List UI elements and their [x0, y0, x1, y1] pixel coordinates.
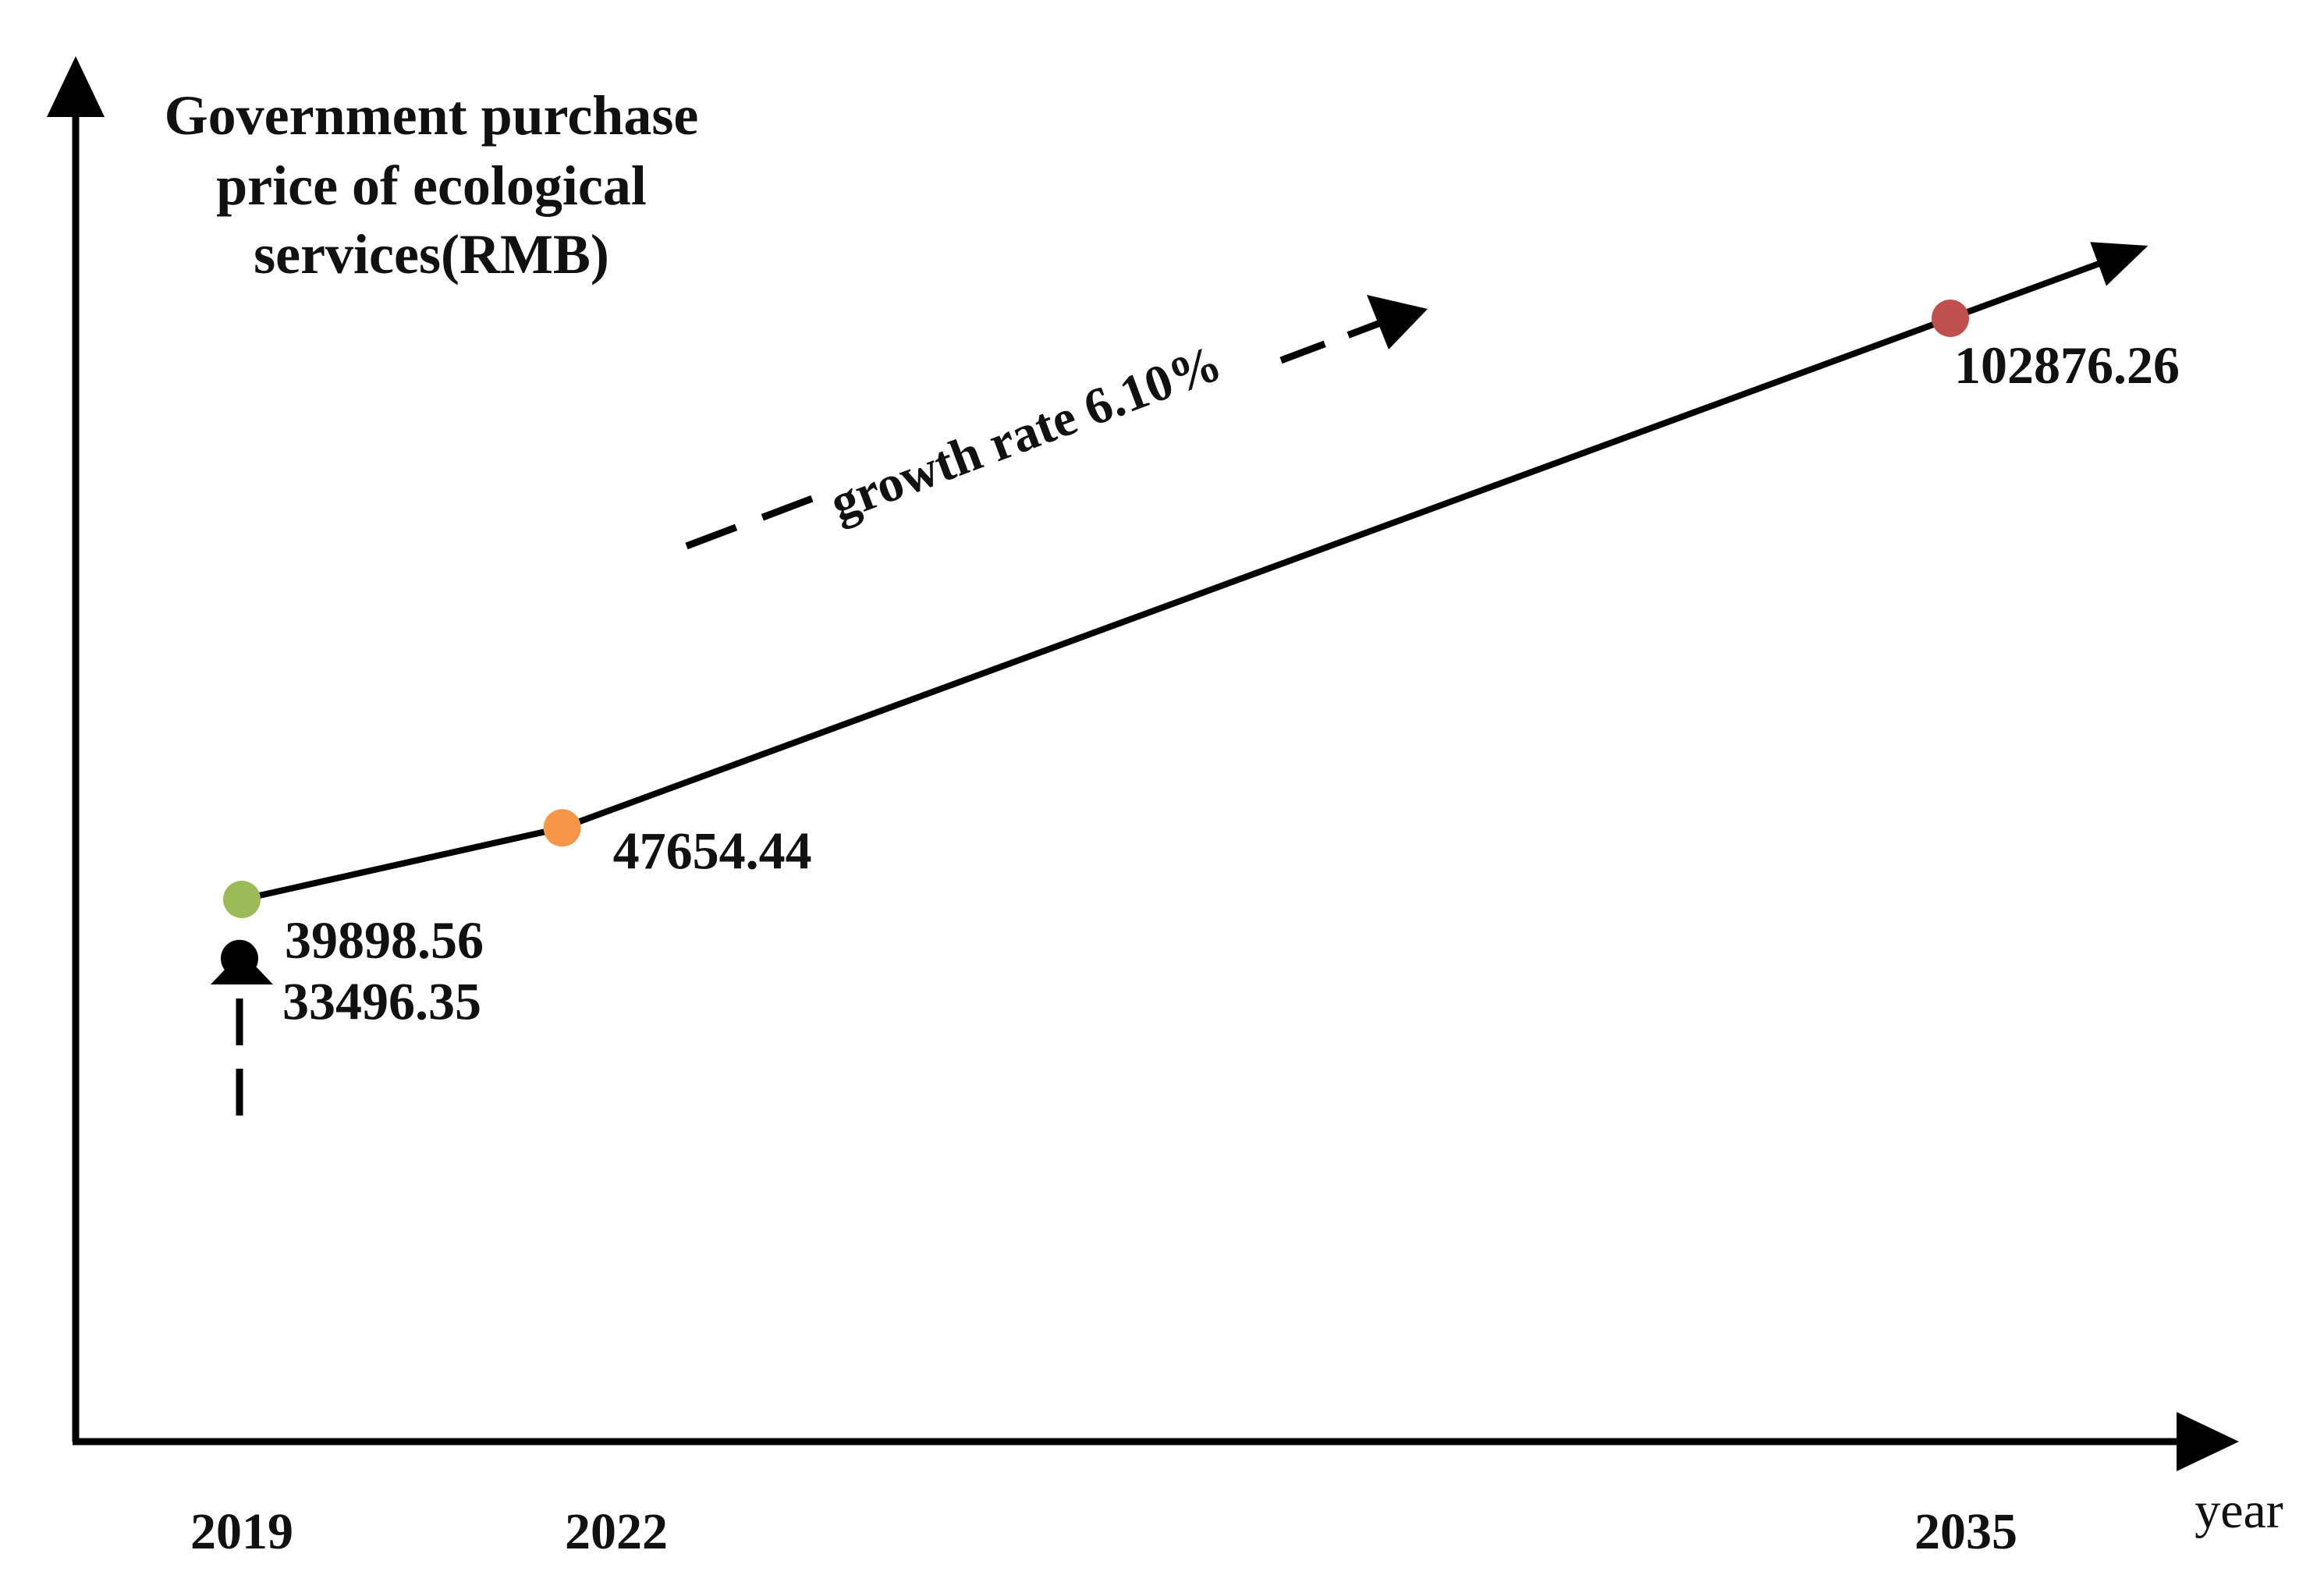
- growth-arrow-dash: [685, 489, 828, 550]
- x-tick-label-2035: 2035: [1914, 1503, 2017, 1560]
- growth-arrow-tail: [1279, 316, 1390, 364]
- data-label-2019: 39898.56: [285, 910, 484, 970]
- points-layer: [221, 300, 1969, 977]
- baseline-data-label: 33496.35: [282, 972, 481, 1031]
- series-layer: [241, 242, 2148, 903]
- y-axis-title-line-3: services(RMB): [254, 223, 609, 286]
- y-axis-arrow-icon: [47, 56, 105, 117]
- data-label-2035: 102876.26: [1954, 335, 2180, 395]
- baseline-data-point: [221, 939, 258, 977]
- growth-annotation: growth rate 6.10%: [685, 295, 1428, 550]
- data-point-2035: [1932, 300, 1969, 337]
- y-axis-title-line-1: Government purchase: [165, 84, 699, 147]
- growth-arrow-head-icon: [1367, 295, 1428, 349]
- labels-layer: 39898.56 47654.44 102876.26 33496.35: [282, 335, 2180, 1031]
- x-axis-arrow-icon: [2177, 1412, 2239, 1471]
- data-point-2022: [543, 809, 581, 847]
- growth-rate-label: growth rate 6.10%: [823, 335, 1229, 532]
- data-point-2019: [223, 881, 261, 918]
- x-axis-title: year: [2194, 1482, 2283, 1539]
- data-label-2022: 47654.44: [613, 821, 812, 880]
- x-tick-label-2019: 2019: [190, 1503, 293, 1560]
- x-tick-label-2022: 2022: [565, 1503, 668, 1560]
- y-axis-title-line-2: price of ecological: [216, 154, 647, 217]
- series-line: [241, 253, 2120, 903]
- series-line-arrow-icon: [2090, 242, 2148, 286]
